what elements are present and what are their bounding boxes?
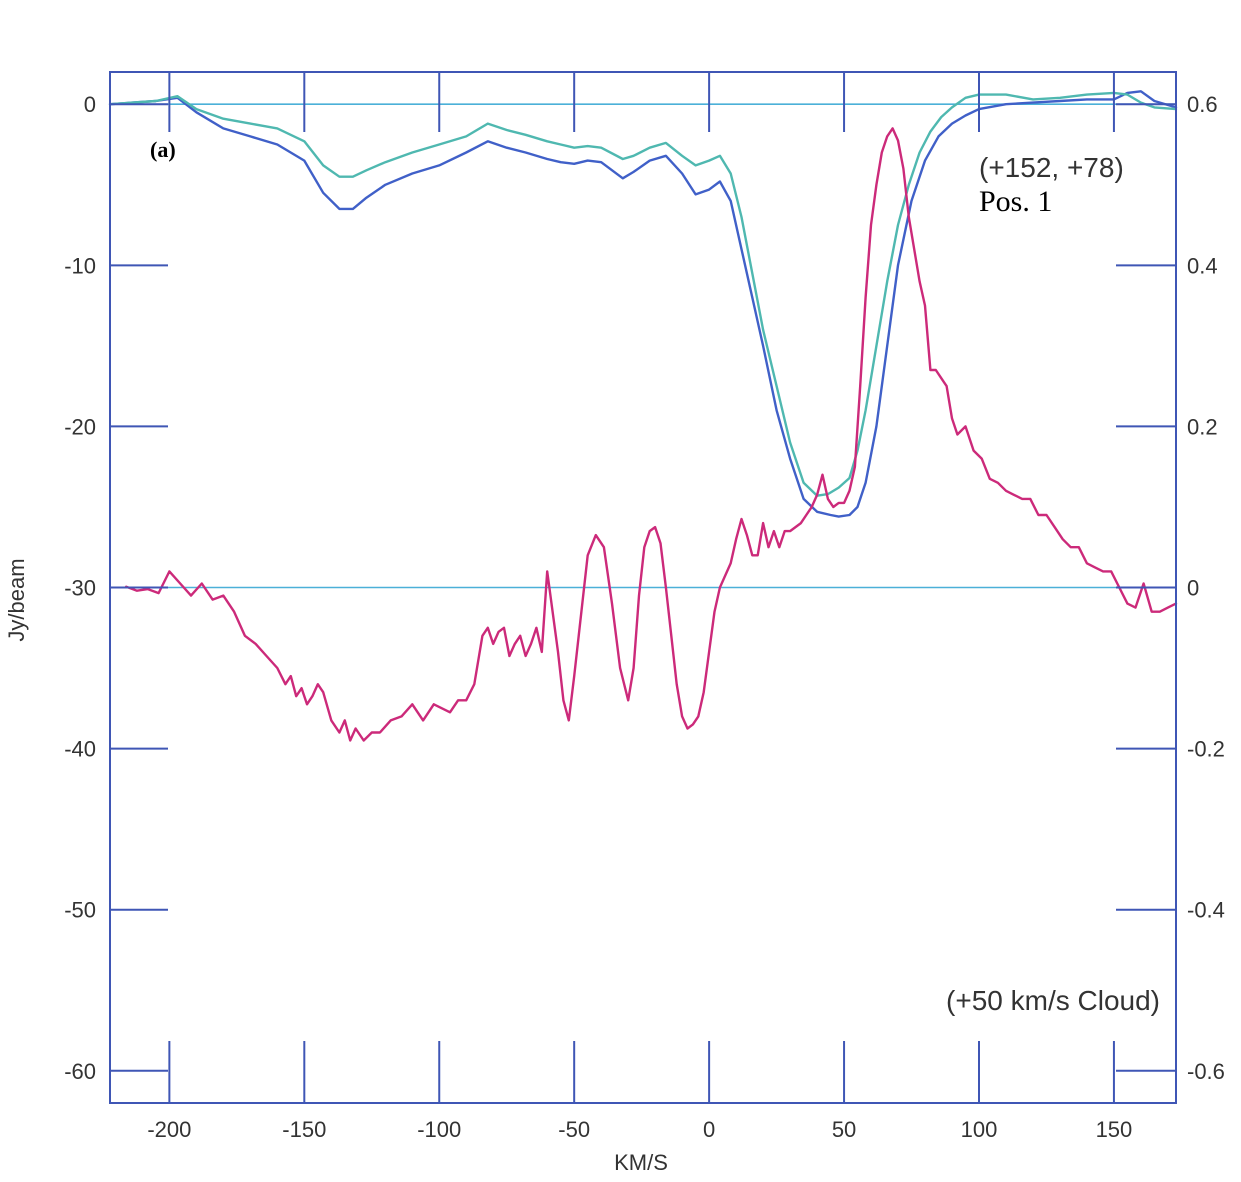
y-axis-ticks: 0 -10 -20 -30 -40 -50 -60 [64,92,168,1084]
x-tick-label: 50 [832,1117,856,1142]
x-tick-label: 150 [1096,1117,1133,1142]
x-tick-label: -100 [417,1117,461,1142]
x-tick-label: 100 [961,1117,998,1142]
y-tick-label: -10 [64,253,96,278]
x-tick-label: -50 [558,1117,590,1142]
y-tick-label: 0 [84,92,96,117]
position-name-annotation: Pos. 1 [979,185,1052,218]
x-tick-label: -200 [147,1117,191,1142]
x-axis-title: KM/S [614,1150,668,1175]
right-y-tick-label: 0.4 [1187,253,1218,278]
panel-label: (a) [150,137,176,162]
right-y-tick-label: -0.4 [1187,898,1225,923]
y-tick-label: -60 [64,1059,96,1084]
series-layer [108,90,1178,742]
right-y-tick-label: 0 [1187,576,1199,601]
y-tick-label: -30 [64,576,96,601]
x-tick-label: -150 [282,1117,326,1142]
y-axis-title: Jy/beam [4,558,29,641]
position-annotation: (+152, +78) [979,152,1124,183]
reference-lines [110,103,1176,589]
x-tick-label: 0 [703,1117,715,1142]
y-tick-label: -40 [64,737,96,762]
right-y-axis-ticks: 0.6 0.4 0.2 0 -0.2 -0.4 -0.6 [1116,92,1225,1084]
right-y-tick-label: 0.6 [1187,92,1218,117]
right-y-tick-label: 0.2 [1187,414,1218,439]
x-axis-ticks: -200 -150 -100 -50 0 50 100 150 [147,72,1132,1142]
y-tick-label: -20 [64,414,96,439]
magenta-series-line [125,127,1178,742]
teal-series-line [108,91,1178,497]
y-tick-label: -50 [64,898,96,923]
cloud-annotation: (+50 km/s Cloud) [946,985,1160,1016]
right-y-tick-label: -0.6 [1187,1059,1225,1084]
right-y-tick-label: -0.2 [1187,737,1225,762]
blue-series-line [108,90,1178,518]
